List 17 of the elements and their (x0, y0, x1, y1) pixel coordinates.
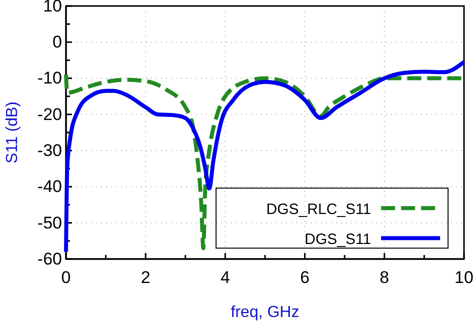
y-tick-label: 10 (43, 0, 62, 16)
y-axis-title: S11 (dB) (4, 102, 21, 164)
y-tick-label: -10 (37, 68, 62, 88)
x-axis-title: freq, GHz (230, 304, 300, 321)
x-tick-label: 4 (220, 268, 230, 288)
legend-label: DGS_RLC_S11 (266, 201, 372, 218)
y-tick-label: -20 (37, 104, 62, 124)
y-tick-label: -30 (37, 141, 62, 160)
x-tick-label: 10 (454, 268, 474, 288)
y-tick-label: -60 (37, 249, 62, 268)
x-tick-label: 6 (300, 268, 310, 288)
legend-label: DGS_S11 (304, 231, 372, 248)
x-tick-label: 8 (380, 268, 390, 288)
y-tick-label: -50 (37, 213, 62, 232)
x-tick-label: 2 (140, 268, 150, 288)
y-tick-label: 0 (52, 32, 62, 52)
y-tick-label: -40 (37, 177, 62, 196)
